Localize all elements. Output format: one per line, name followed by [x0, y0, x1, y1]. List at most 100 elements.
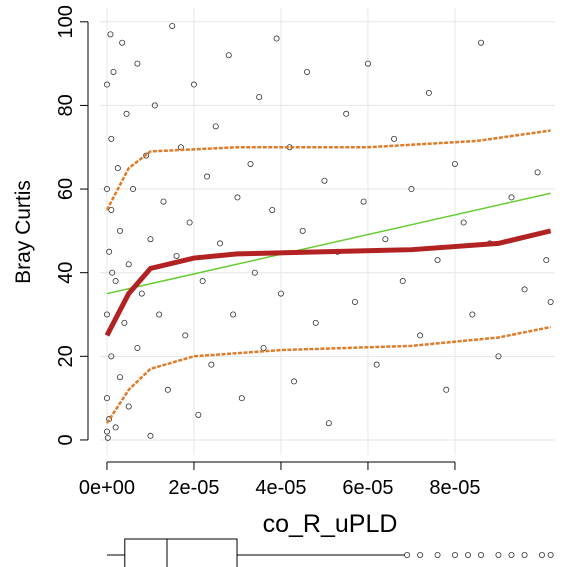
- box: [124, 538, 238, 567]
- point: [382, 236, 389, 243]
- point: [543, 257, 550, 264]
- point: [247, 160, 254, 167]
- box-outlier: [451, 552, 458, 559]
- point: [110, 68, 117, 75]
- point: [147, 236, 154, 243]
- point: [103, 428, 110, 435]
- point: [190, 81, 197, 88]
- x-axis-title: co_R_uPLD: [263, 510, 398, 538]
- box-outlier: [495, 552, 502, 559]
- box-outlier: [547, 552, 554, 559]
- point: [119, 39, 126, 46]
- x-tick-label: 0e+00: [79, 477, 135, 499]
- point: [104, 434, 111, 441]
- point: [114, 165, 121, 172]
- point: [106, 248, 113, 255]
- point: [156, 311, 163, 318]
- point: [277, 290, 284, 297]
- point: [547, 298, 554, 305]
- point: [417, 332, 424, 339]
- point: [103, 395, 110, 402]
- fit-line: [105, 325, 551, 424]
- point: [234, 194, 241, 201]
- point: [478, 39, 485, 46]
- point: [117, 374, 124, 381]
- point: [151, 102, 158, 109]
- point: [117, 227, 124, 234]
- point: [225, 52, 232, 59]
- point: [208, 361, 215, 368]
- point: [169, 22, 176, 29]
- point: [212, 123, 219, 130]
- point: [391, 135, 398, 142]
- fit-line: [106, 192, 551, 295]
- box-outlier: [465, 552, 472, 559]
- y-tick-label: 40: [55, 262, 77, 284]
- fit-line: [105, 129, 551, 211]
- point: [304, 68, 311, 75]
- point: [325, 420, 332, 427]
- x-tick-label: 2e-05: [168, 477, 219, 499]
- point: [121, 319, 128, 326]
- box-outlier: [417, 552, 424, 559]
- y-tick-label: 60: [55, 178, 77, 200]
- point: [147, 432, 154, 439]
- box-outlier: [521, 552, 528, 559]
- x-tick-label: 8e-05: [429, 477, 480, 499]
- point: [103, 81, 110, 88]
- point: [112, 424, 119, 431]
- point: [508, 194, 515, 201]
- point: [160, 198, 167, 205]
- point: [425, 89, 432, 96]
- point: [312, 319, 319, 326]
- point: [103, 311, 110, 318]
- point: [299, 227, 306, 234]
- point: [291, 378, 298, 385]
- point: [125, 403, 132, 410]
- point: [251, 269, 258, 276]
- point: [521, 286, 528, 293]
- point: [351, 298, 358, 305]
- point: [273, 35, 280, 42]
- point: [260, 344, 267, 351]
- point: [109, 269, 116, 276]
- point: [434, 257, 441, 264]
- point: [230, 311, 237, 318]
- box-outlier: [478, 552, 485, 559]
- point: [107, 31, 114, 38]
- box-outlier: [404, 552, 411, 559]
- point: [364, 60, 371, 67]
- point: [134, 60, 141, 67]
- point: [123, 110, 130, 117]
- point: [138, 290, 145, 297]
- box-outlier: [508, 552, 515, 559]
- point: [460, 219, 467, 226]
- point: [217, 240, 224, 247]
- point: [108, 135, 115, 142]
- x-tick-label: 4e-05: [255, 477, 306, 499]
- point: [443, 386, 450, 393]
- y-tick-label: 0: [55, 434, 77, 445]
- point: [204, 173, 211, 180]
- y-axis-title: Bray Curtis: [12, 180, 35, 284]
- point: [164, 386, 171, 393]
- point: [130, 186, 137, 193]
- point: [534, 169, 541, 176]
- point: [343, 110, 350, 117]
- point: [373, 361, 380, 368]
- y-tick-label: 100: [55, 5, 77, 38]
- y-tick-label: 20: [55, 345, 77, 367]
- point: [195, 411, 202, 418]
- point: [269, 206, 276, 213]
- point: [199, 278, 206, 285]
- x-tick-label: 6e-05: [342, 477, 393, 499]
- point: [134, 344, 141, 351]
- y-tick-label: 80: [55, 94, 77, 116]
- point: [256, 94, 263, 101]
- point: [360, 198, 367, 205]
- point: [408, 186, 415, 193]
- point: [173, 252, 180, 259]
- point: [451, 160, 458, 167]
- box-outlier: [434, 552, 441, 559]
- point: [321, 177, 328, 184]
